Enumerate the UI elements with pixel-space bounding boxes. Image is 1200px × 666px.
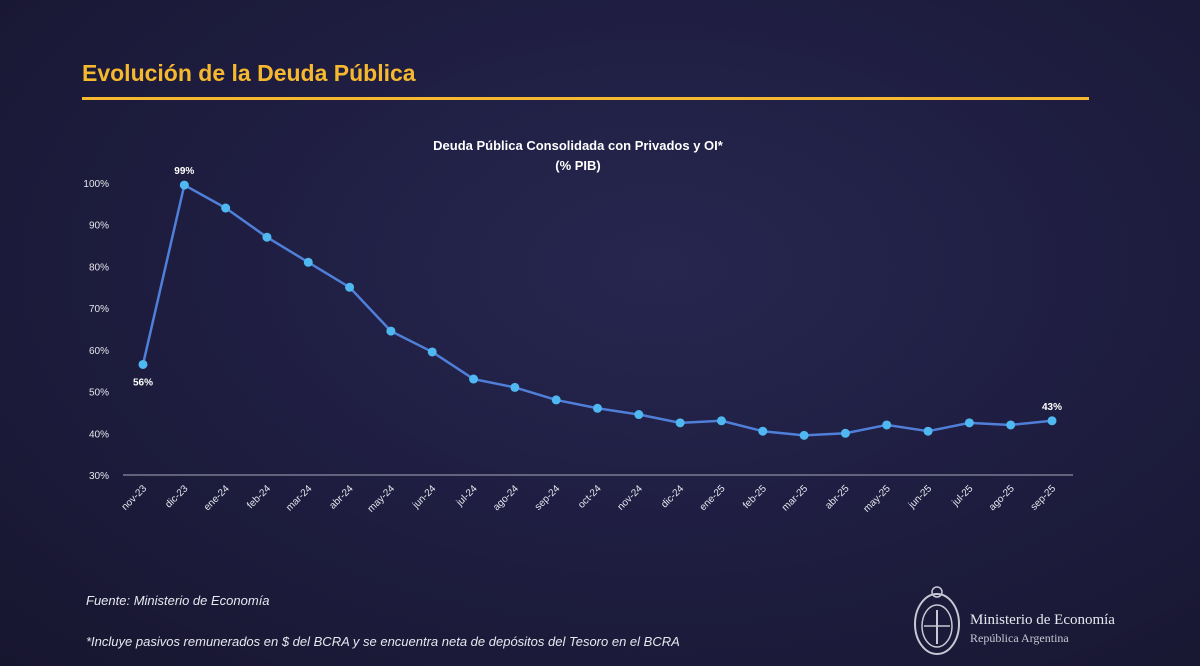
data-point — [427, 347, 437, 357]
footnote: *Incluye pasivos remunerados en $ del BC… — [86, 634, 680, 649]
x-tick-label: sep-25 — [1029, 483, 1059, 513]
x-tick-label: feb-24 — [245, 483, 273, 511]
data-point — [386, 326, 396, 336]
x-tick-label: ago-25 — [987, 483, 1017, 513]
x-tick-label: sep-24 — [533, 483, 563, 513]
title-rule — [82, 97, 1089, 100]
x-tick-label: jun-24 — [410, 483, 438, 511]
data-labels: 56% 99% 43% — [133, 166, 1062, 413]
y-tick-label: 30% — [89, 471, 109, 482]
x-tick-label: ene-24 — [202, 483, 232, 513]
data-point — [758, 426, 768, 436]
data-point — [923, 426, 933, 436]
x-tick-label: nov-23 — [120, 483, 150, 513]
x-tick-label: mar-24 — [284, 483, 314, 513]
logo-line1: Ministerio de Economía — [970, 612, 1115, 628]
series-group — [138, 180, 1057, 440]
data-point — [882, 420, 892, 430]
data-point — [593, 403, 602, 413]
data-point — [303, 257, 313, 267]
data-point — [1006, 420, 1016, 430]
x-tick-label: dic-24 — [659, 483, 686, 510]
data-point — [634, 410, 644, 420]
data-point — [469, 374, 479, 384]
x-tick-label: jun-25 — [906, 483, 934, 511]
x-tick-label: dic-23 — [163, 483, 190, 510]
data-point — [262, 232, 272, 242]
data-label: 56% — [133, 377, 153, 388]
y-tick-label: 90% — [89, 221, 109, 232]
x-tick-label: ago-24 — [491, 483, 521, 513]
y-axis: 30% 40% 50% 60% 70% 80% 90% 100% — [83, 179, 109, 482]
data-point — [345, 282, 355, 292]
data-point — [1047, 416, 1057, 426]
x-tick-label: feb-25 — [741, 483, 769, 511]
data-point — [675, 418, 685, 428]
data-point — [799, 430, 809, 440]
data-point — [840, 428, 850, 438]
chart-subtitle: (% PIB) — [555, 158, 601, 173]
x-tick-label: oct-24 — [576, 483, 604, 511]
ministry-logo-text: Ministerio de Economía República Argenti… — [970, 612, 1115, 646]
x-tick-label: abr-24 — [327, 483, 356, 512]
data-point — [964, 418, 974, 428]
source-note: Fuente: Ministerio de Economía — [86, 593, 270, 608]
series-line — [141, 183, 1053, 437]
x-tick-label: may-24 — [366, 483, 398, 515]
x-tick-label: jul-24 — [454, 483, 480, 509]
x-tick-label: ene-25 — [698, 483, 728, 513]
data-point — [510, 382, 520, 392]
data-point — [716, 416, 726, 426]
y-tick-label: 60% — [89, 346, 109, 357]
y-tick-label: 40% — [89, 429, 109, 440]
x-tick-label: mar-25 — [780, 483, 810, 513]
debt-line-chart: Deuda Pública Consolidada con Privados y… — [83, 138, 1073, 515]
data-label: 43% — [1042, 402, 1062, 413]
x-axis: nov-23 dic-23 ene-24 feb-24 mar-24 abr-24 may-… — [120, 474, 1073, 515]
ministry-seal-icon — [914, 586, 960, 655]
data-point — [221, 203, 231, 213]
x-tick-label: jul-25 — [950, 483, 976, 509]
x-tick-label: may-25 — [861, 483, 893, 515]
y-tick-label: 50% — [89, 388, 109, 399]
x-tick-label: abr-25 — [823, 483, 852, 512]
data-label: 99% — [174, 166, 194, 177]
chart-title: Deuda Pública Consolidada con Privados y… — [433, 138, 724, 153]
x-tick-label: nov-24 — [616, 483, 646, 513]
logo-line2: República Argentina — [970, 631, 1069, 645]
data-point — [138, 359, 148, 369]
slide-title: Evolución de la Deuda Pública — [82, 60, 416, 86]
y-tick-label: 80% — [89, 262, 109, 273]
data-point — [551, 395, 561, 405]
y-tick-label: 70% — [89, 304, 109, 315]
y-tick-label: 100% — [83, 179, 109, 190]
data-point — [179, 180, 189, 190]
